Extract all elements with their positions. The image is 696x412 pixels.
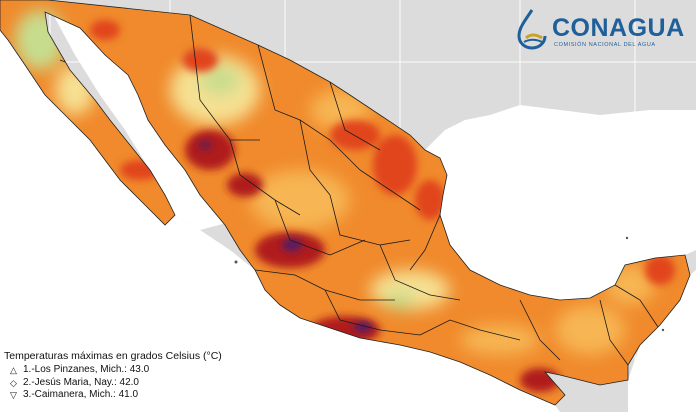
- pacific-ocean: [0, 30, 560, 412]
- logo-title: CONAGUA: [552, 14, 685, 42]
- logo-subtitle: COMISIÓN NACIONAL DEL AGUA: [554, 42, 656, 48]
- island: [661, 328, 665, 332]
- caribbean-sea: [628, 270, 696, 412]
- conagua-logo: CONAGUA COMISIÓN NACIONAL DEL AGUA: [514, 8, 684, 54]
- triangle-down-icon: ▽: [10, 390, 17, 400]
- legend-entry: ▽ 3.-Caimanera, Mich.: 41.0: [4, 389, 222, 402]
- gulf-of-mexico: [425, 105, 696, 300]
- legend-entry: ◇ 2.-Jesús Maria, Nay.: 42.0: [4, 377, 222, 390]
- legend-title: Temperaturas máximas en grados Celsius (…: [4, 350, 222, 362]
- gulf-of-california: [48, 5, 230, 230]
- legend-entry-label: 1.-Los Pinzanes, Mich.: 43.0: [23, 364, 150, 375]
- legend: Temperaturas máximas en grados Celsius (…: [4, 350, 222, 402]
- island: [234, 260, 238, 264]
- legend-entry-label: 2.-Jesús Maria, Nay.: 42.0: [23, 376, 139, 388]
- triangle-up-icon: △: [10, 365, 17, 375]
- diamond-icon: ◇: [10, 377, 17, 388]
- legend-entry-label: 3.-Caimanera, Mich.: 41.0: [23, 389, 139, 400]
- island: [625, 236, 629, 240]
- water-drop-icon: [517, 9, 547, 50]
- state-borders: [59, 14, 661, 366]
- legend-entry: △ 1.-Los Pinzanes, Mich.: 43.0: [4, 364, 222, 377]
